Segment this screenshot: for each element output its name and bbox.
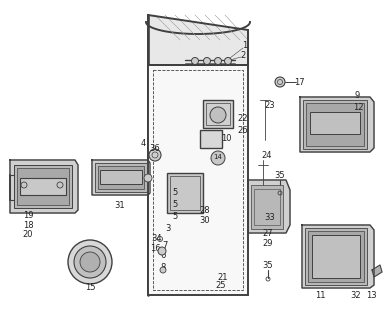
Bar — [254, 189, 280, 225]
Polygon shape — [302, 225, 374, 288]
Circle shape — [215, 58, 222, 65]
Bar — [306, 103, 364, 146]
Text: 26: 26 — [238, 125, 248, 134]
Text: 32: 32 — [351, 291, 361, 300]
Text: 4: 4 — [141, 139, 146, 148]
Bar — [167, 173, 203, 213]
Polygon shape — [300, 97, 374, 152]
Bar — [17, 168, 69, 205]
Text: 35: 35 — [263, 260, 273, 269]
Circle shape — [74, 246, 106, 278]
Bar — [20, 178, 66, 195]
Text: 28: 28 — [200, 205, 210, 214]
Bar — [305, 228, 367, 285]
Bar — [312, 235, 360, 278]
Text: 31: 31 — [115, 201, 125, 210]
Text: 5: 5 — [173, 212, 178, 220]
Text: 21: 21 — [218, 274, 228, 283]
Circle shape — [80, 252, 100, 272]
Text: 10: 10 — [221, 133, 231, 142]
Text: 33: 33 — [265, 212, 275, 221]
Text: 11: 11 — [315, 291, 325, 300]
Text: 18: 18 — [23, 220, 33, 229]
Text: 25: 25 — [216, 282, 226, 291]
Polygon shape — [148, 15, 248, 65]
Circle shape — [160, 267, 166, 273]
Circle shape — [144, 174, 152, 182]
Text: 9: 9 — [354, 91, 360, 100]
Text: 12: 12 — [353, 102, 363, 111]
Bar — [98, 166, 144, 189]
Polygon shape — [92, 160, 150, 195]
Bar — [100, 170, 142, 184]
Bar — [14, 165, 72, 208]
Text: 7: 7 — [162, 241, 168, 250]
Text: 30: 30 — [200, 215, 210, 225]
Circle shape — [68, 240, 112, 284]
Bar — [153, 70, 243, 290]
Text: 24: 24 — [262, 150, 272, 159]
Circle shape — [149, 149, 161, 161]
Circle shape — [211, 151, 225, 165]
Text: 1: 1 — [242, 41, 248, 50]
Text: 22: 22 — [238, 114, 248, 123]
Circle shape — [191, 58, 198, 65]
Bar — [303, 100, 367, 149]
Bar — [170, 176, 200, 210]
Bar — [148, 65, 248, 295]
Text: 8: 8 — [160, 262, 166, 271]
Circle shape — [203, 58, 210, 65]
Circle shape — [225, 58, 232, 65]
Text: 14: 14 — [213, 154, 222, 160]
Text: 3: 3 — [165, 223, 171, 233]
Text: 19: 19 — [23, 211, 33, 220]
Polygon shape — [10, 160, 78, 213]
Text: 5: 5 — [173, 199, 178, 209]
Bar — [310, 112, 360, 134]
Text: 15: 15 — [85, 284, 95, 292]
Text: 36: 36 — [150, 143, 160, 153]
Text: 13: 13 — [366, 291, 376, 300]
Circle shape — [158, 247, 166, 255]
Text: 29: 29 — [263, 238, 273, 247]
Bar — [200, 130, 222, 148]
Text: 17: 17 — [294, 77, 304, 86]
Text: 34: 34 — [152, 234, 162, 243]
Text: 6: 6 — [160, 251, 166, 260]
Bar — [206, 103, 230, 125]
Text: 2: 2 — [240, 51, 245, 60]
Bar — [308, 231, 364, 282]
Text: 27: 27 — [263, 228, 273, 237]
Text: 20: 20 — [23, 229, 33, 238]
Text: 23: 23 — [265, 100, 275, 109]
Text: 16: 16 — [150, 244, 160, 252]
Bar — [95, 163, 147, 192]
Text: 35: 35 — [275, 171, 285, 180]
Circle shape — [210, 107, 226, 123]
Bar — [251, 185, 283, 229]
Bar — [203, 100, 233, 128]
Circle shape — [275, 77, 285, 87]
Polygon shape — [372, 265, 382, 277]
Polygon shape — [248, 180, 290, 233]
Text: 5: 5 — [173, 188, 178, 196]
